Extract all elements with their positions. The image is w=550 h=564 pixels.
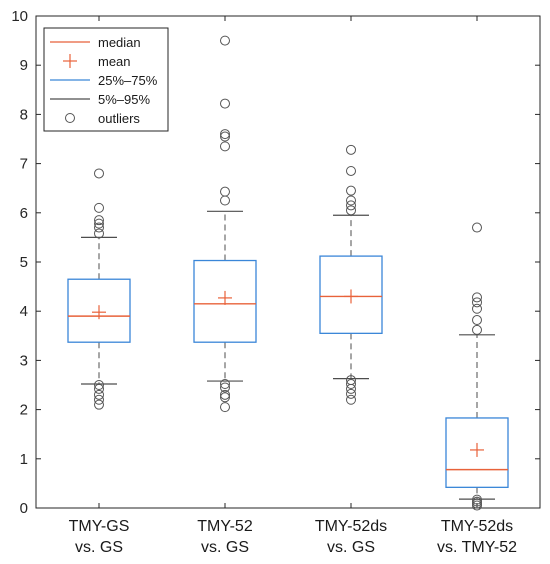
legend-label-whisker: 5%–95%	[98, 92, 150, 107]
outlier-point	[346, 144, 356, 155]
outlier-point	[94, 202, 104, 213]
outlier-point	[220, 379, 230, 390]
y-tick-label: 4	[20, 303, 28, 320]
iqr-box	[445, 417, 509, 488]
iqr-box	[67, 278, 131, 343]
y-tick-label: 7	[20, 156, 28, 173]
y-tick-label: 5	[20, 254, 28, 271]
outlier-point	[94, 380, 104, 390]
box-group-1	[67, 168, 131, 410]
legend-label-mean: mean	[98, 54, 131, 69]
outlier-point	[94, 222, 104, 233]
legend-entry-mean: mean	[63, 54, 131, 69]
category-labels: TMY-GS vs. GS TMY-52 vs. GS TMY-52ds vs. GS TM…	[69, 518, 517, 556]
outlier-point	[346, 394, 356, 405]
iqr-box	[193, 259, 257, 343]
outlier-point	[94, 383, 104, 394]
axes: 0 1 2 3 4 5 6 7 8 9 10	[11, 8, 541, 517]
outlier-point	[94, 399, 104, 410]
legend-label-outliers: outliers	[98, 111, 140, 126]
outlier-point	[472, 222, 482, 233]
box-group-2	[193, 35, 257, 413]
outlier-point	[346, 195, 356, 206]
category-label-line2: vs. TMY-52	[437, 539, 517, 556]
outlier-point	[346, 185, 356, 196]
box-group-3	[319, 144, 383, 405]
outlier-point	[472, 315, 482, 326]
outlier-point	[346, 388, 356, 399]
legend: median mean 25%–75% 5%–95% outliers	[43, 27, 169, 132]
outlier-point	[220, 392, 230, 403]
outlier-point	[220, 35, 230, 46]
y-tick-label: 8	[20, 106, 28, 123]
legend-label-median: median	[98, 35, 141, 50]
outlier-point	[346, 200, 356, 211]
outlier-point	[220, 131, 230, 142]
outlier-point	[346, 375, 356, 386]
outlier-point	[94, 168, 104, 179]
legend-swatch-outliers	[65, 113, 75, 123]
legend-entry-median: median	[50, 35, 141, 50]
outlier-point	[346, 165, 356, 176]
outlier-point	[346, 379, 356, 390]
outlier-point	[220, 129, 230, 140]
legend-label-iqr: 25%–75%	[98, 73, 158, 88]
y-tick-label: 1	[20, 451, 28, 468]
outlier-point	[94, 389, 104, 400]
outlier-point	[220, 402, 230, 413]
category-label-line1: TMY-52ds	[315, 518, 387, 535]
y-tick-label: 2	[20, 402, 28, 419]
category-label-line2: vs. GS	[327, 539, 375, 556]
outlier-point	[472, 292, 482, 303]
box-group-4	[445, 222, 509, 511]
outlier-point	[472, 494, 482, 505]
outlier-point	[94, 218, 104, 229]
outlier-point	[220, 98, 230, 109]
outlier-point	[220, 195, 230, 206]
outlier-point	[472, 303, 482, 314]
y-tick-label: 0	[20, 500, 28, 517]
category-label-line2: vs. GS	[201, 539, 249, 556]
category-label-line1: TMY-52ds	[441, 518, 513, 535]
category-label-line1: TMY-52	[197, 518, 253, 535]
box-series	[67, 35, 509, 511]
outlier-point	[220, 186, 230, 197]
legend-entry-outliers: outliers	[65, 111, 140, 126]
outlier-point	[220, 141, 230, 152]
iqr-box	[319, 255, 383, 334]
outlier-point	[94, 215, 104, 226]
outlier-point	[220, 382, 230, 393]
outlier-point	[472, 297, 482, 308]
category-label-line1: TMY-GS	[69, 518, 130, 535]
outlier-point	[472, 324, 482, 335]
outlier-point	[94, 394, 104, 405]
outlier-point	[94, 228, 104, 239]
y-tick-label: 9	[20, 57, 28, 74]
outlier-point	[346, 205, 356, 216]
legend-entry-iqr: 25%–75%	[50, 73, 158, 88]
legend-entry-whisker: 5%–95%	[50, 92, 150, 107]
y-tick-label: 3	[20, 352, 28, 369]
outlier-point	[220, 389, 230, 400]
category-label-line2: vs. GS	[75, 539, 123, 556]
y-tick-label: 6	[20, 205, 28, 222]
y-tick-label: 10	[11, 8, 28, 25]
